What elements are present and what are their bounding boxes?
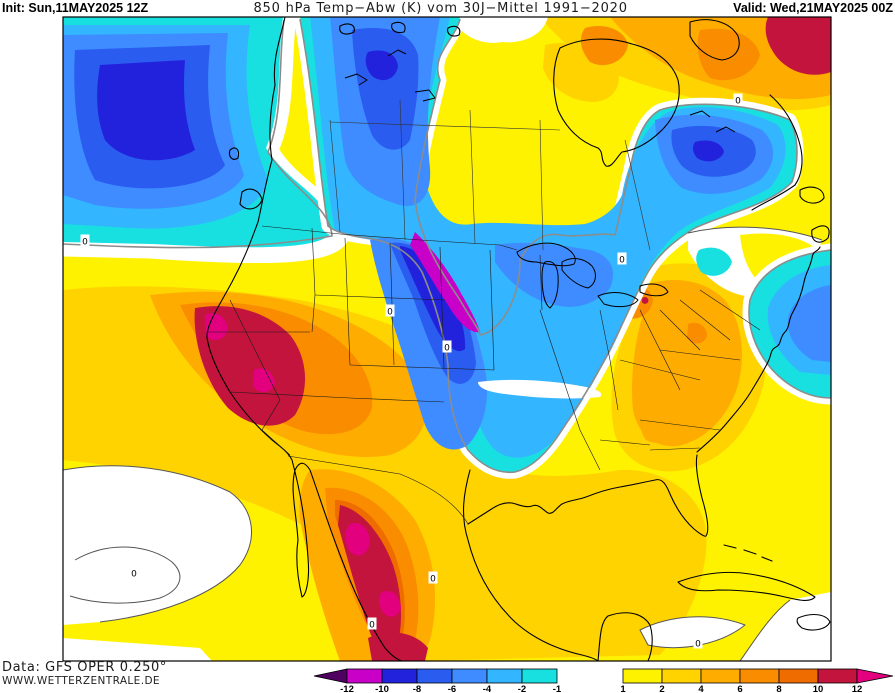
- map-title: 850 hPa Temp−Abw (K) vom 30J−Mittel 1991…: [253, 1, 628, 16]
- coastlines: [206, 17, 831, 661]
- svg-text:0: 0: [369, 621, 375, 631]
- svg-text:4: 4: [698, 684, 704, 693]
- zero-contour-lines: [63, 18, 831, 661]
- svg-text:2: 2: [659, 684, 664, 693]
- svg-text:0: 0: [619, 256, 625, 266]
- init-time-label: Init: Sun,11MAY2025 12Z: [2, 1, 149, 15]
- valid-time-label: Valid: Wed,21MAY2025 00Z: [733, 1, 893, 15]
- svg-text:10: 10: [813, 684, 824, 693]
- svg-text:-2: -2: [518, 684, 526, 693]
- website-label: WWW.WETTERZENTRALE.DE: [2, 675, 160, 687]
- svg-text:-6: -6: [448, 684, 456, 693]
- colorbar-legend: -12 -10 -8 -6 -4 -2 -1 1 2 4 6 8 10 12: [313, 668, 894, 693]
- footer: Data: GFS OPER 0.250° WWW.WETTERZENTRALE…: [2, 661, 167, 687]
- svg-text:0: 0: [430, 575, 436, 585]
- zero-contour-labels: 0 0 0 0 0 0 0 0 0: [80, 93, 743, 650]
- svg-text:0: 0: [444, 344, 450, 354]
- near-zero-zones: [63, 17, 831, 661]
- svg-text:0: 0: [735, 97, 741, 107]
- svg-text:-1: -1: [553, 684, 562, 693]
- state-borders: [207, 99, 761, 525]
- data-source-label: Data: GFS OPER 0.250°: [2, 660, 168, 675]
- title-bar: Init: Sun,11MAY2025 12Z 850 hPa Temp−Abw…: [2, 1, 893, 17]
- svg-text:-8: -8: [413, 684, 421, 693]
- cold-anomaly-regions: [63, 17, 831, 479]
- svg-text:0: 0: [695, 640, 701, 650]
- warm-anomaly-regions: [63, 17, 831, 661]
- svg-text:0: 0: [387, 308, 393, 318]
- map-frame: [62, 16, 832, 662]
- svg-text:12: 12: [852, 684, 863, 693]
- svg-text:8: 8: [776, 684, 781, 693]
- great-lakes: [516, 242, 669, 309]
- svg-text:-4: -4: [483, 684, 492, 693]
- svg-text:6: 6: [737, 684, 742, 693]
- svg-text:-12: -12: [340, 684, 354, 693]
- svg-text:1: 1: [620, 684, 626, 693]
- svg-text:-10: -10: [375, 684, 389, 693]
- svg-text:0: 0: [131, 570, 137, 580]
- svg-text:0: 0: [82, 238, 88, 248]
